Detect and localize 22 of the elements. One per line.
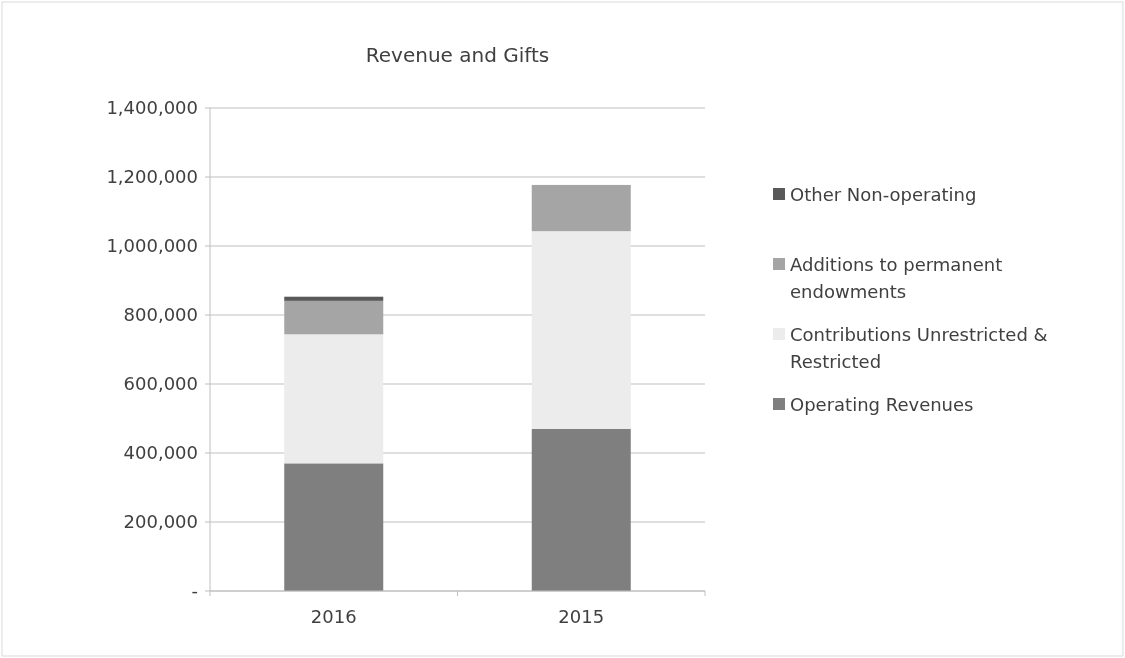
y-tick-label: 400,000	[123, 442, 198, 464]
y-tick-label: 1,200,000	[106, 166, 198, 188]
x-tick-label: 2015	[558, 606, 605, 627]
bar	[531, 428, 631, 591]
legend-label: Operating Revenues	[790, 394, 974, 416]
legend-label: Other Non-operating	[790, 184, 977, 206]
y-tick-label: 800,000	[123, 304, 198, 326]
y-tick-label: 200,000	[123, 511, 198, 533]
legend-label: Additions to permanent endowments	[790, 254, 1003, 303]
y-tick-label: -	[191, 580, 198, 602]
y-tick-label: 1,000,000	[106, 235, 198, 257]
bar	[284, 463, 384, 591]
bar	[531, 184, 631, 232]
bar	[284, 334, 384, 464]
chart-title: Revenue and Gifts	[365, 43, 550, 67]
y-tick-label: 600,000	[123, 373, 198, 395]
y-tick-label: 1,400,000	[106, 97, 198, 119]
x-tick-label: 2016	[310, 606, 357, 627]
legend-label: Contributions Unrestricted & Restricted	[790, 324, 1048, 373]
bar	[284, 300, 384, 335]
bar	[531, 231, 631, 429]
bar	[284, 296, 384, 301]
